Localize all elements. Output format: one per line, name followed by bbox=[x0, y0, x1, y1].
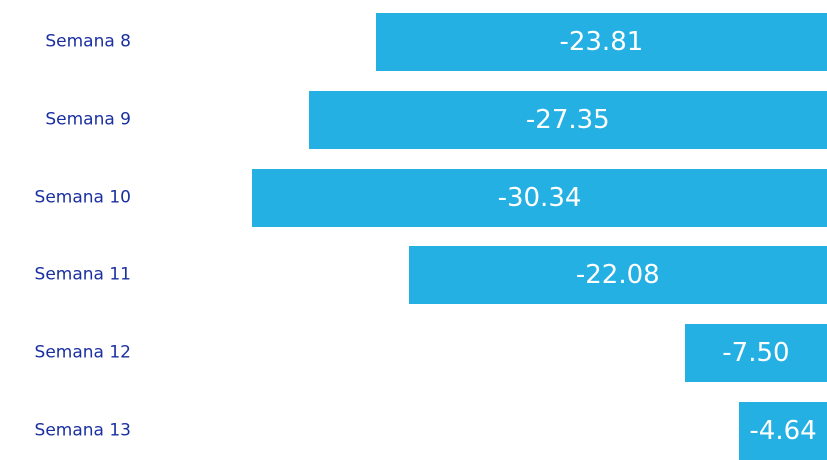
bar bbox=[252, 168, 827, 227]
bar-value-label: -7.50 bbox=[722, 338, 790, 369]
category-label: Semana 11 bbox=[34, 264, 131, 285]
category-label: Semana 13 bbox=[34, 420, 131, 441]
bar-value-label: -27.35 bbox=[525, 104, 610, 135]
bar bbox=[308, 90, 827, 149]
bar bbox=[739, 402, 827, 460]
bar-value-label: -30.34 bbox=[497, 182, 582, 213]
bar bbox=[375, 13, 827, 71]
bar-value-label: -23.81 bbox=[559, 27, 644, 57]
bar-value-label: -4.64 bbox=[749, 416, 817, 446]
category-label: Semana 9 bbox=[45, 109, 131, 130]
category-label: Semana 12 bbox=[34, 342, 131, 363]
category-label: Semana 8 bbox=[45, 31, 131, 52]
bar-value-label: -22.08 bbox=[575, 260, 660, 291]
bar bbox=[408, 246, 827, 305]
category-label: Semana 10 bbox=[34, 187, 131, 208]
bar bbox=[684, 324, 827, 383]
